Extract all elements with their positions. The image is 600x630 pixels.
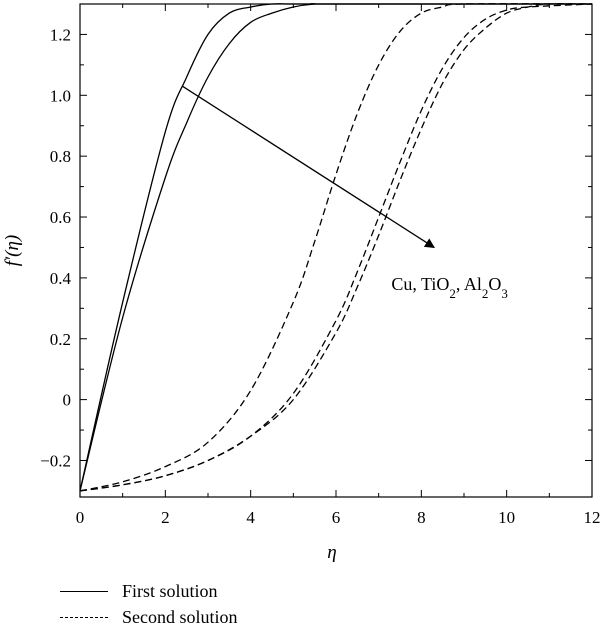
y-tick-label: 0.4 [50,269,72,288]
second-solution-line-5 [80,4,592,491]
y-tick-label: 1.0 [50,86,71,105]
legend-solid-line-swatch [60,591,108,592]
y-tick-label: 0 [63,391,72,410]
series-group [80,4,592,491]
x-tick-label: 12 [584,508,600,527]
second-solution-line-4 [80,4,592,491]
legend-dashed-line-swatch [60,617,108,618]
plot-frame [80,4,592,497]
line-chart: 0 2 4 6 8 10 12 −0.2 0 0.2 0.4 0.6 0.8 1.0 1.2 Cu, TiO… [0,0,600,580]
annotation-group: Cu, TiO2, Al2O3 [182,86,507,300]
annotation-arrow [182,86,434,247]
y-tick-label: 1.2 [50,25,71,44]
x-tick-label: 8 [417,508,426,527]
axes: 0 2 4 6 8 10 12 −0.2 0 0.2 0.4 0.6 0.8 1.0 1.2 [40,4,600,527]
x-tick-label: 4 [246,508,255,527]
y-axis-label: f′(η) [2,235,23,267]
x-tick-label: 0 [76,508,85,527]
first-solution-line-2 [80,4,592,491]
legend-label-first-solution: First solution [122,581,218,602]
y-tick-label: 0.2 [50,330,71,349]
legend: First solution Second solution [60,578,238,630]
x-axis-label: η [327,542,336,563]
y-tick-label: 0.8 [50,147,71,166]
x-tick-label: 2 [161,508,170,527]
x-tick-label: 10 [498,508,515,527]
x-tick-label: 6 [332,508,341,527]
y-tick-label: 0.6 [50,208,71,227]
legend-item-second-solution: Second solution [60,604,238,630]
legend-item-first-solution: First solution [60,578,238,604]
y-tick-label: −0.2 [40,451,71,470]
legend-label-second-solution: Second solution [122,607,238,628]
first-solution-line-1 [80,4,592,491]
second-solution-line-3 [80,4,592,491]
annotation-label: Cu, TiO2, Al2O3 [391,274,508,301]
